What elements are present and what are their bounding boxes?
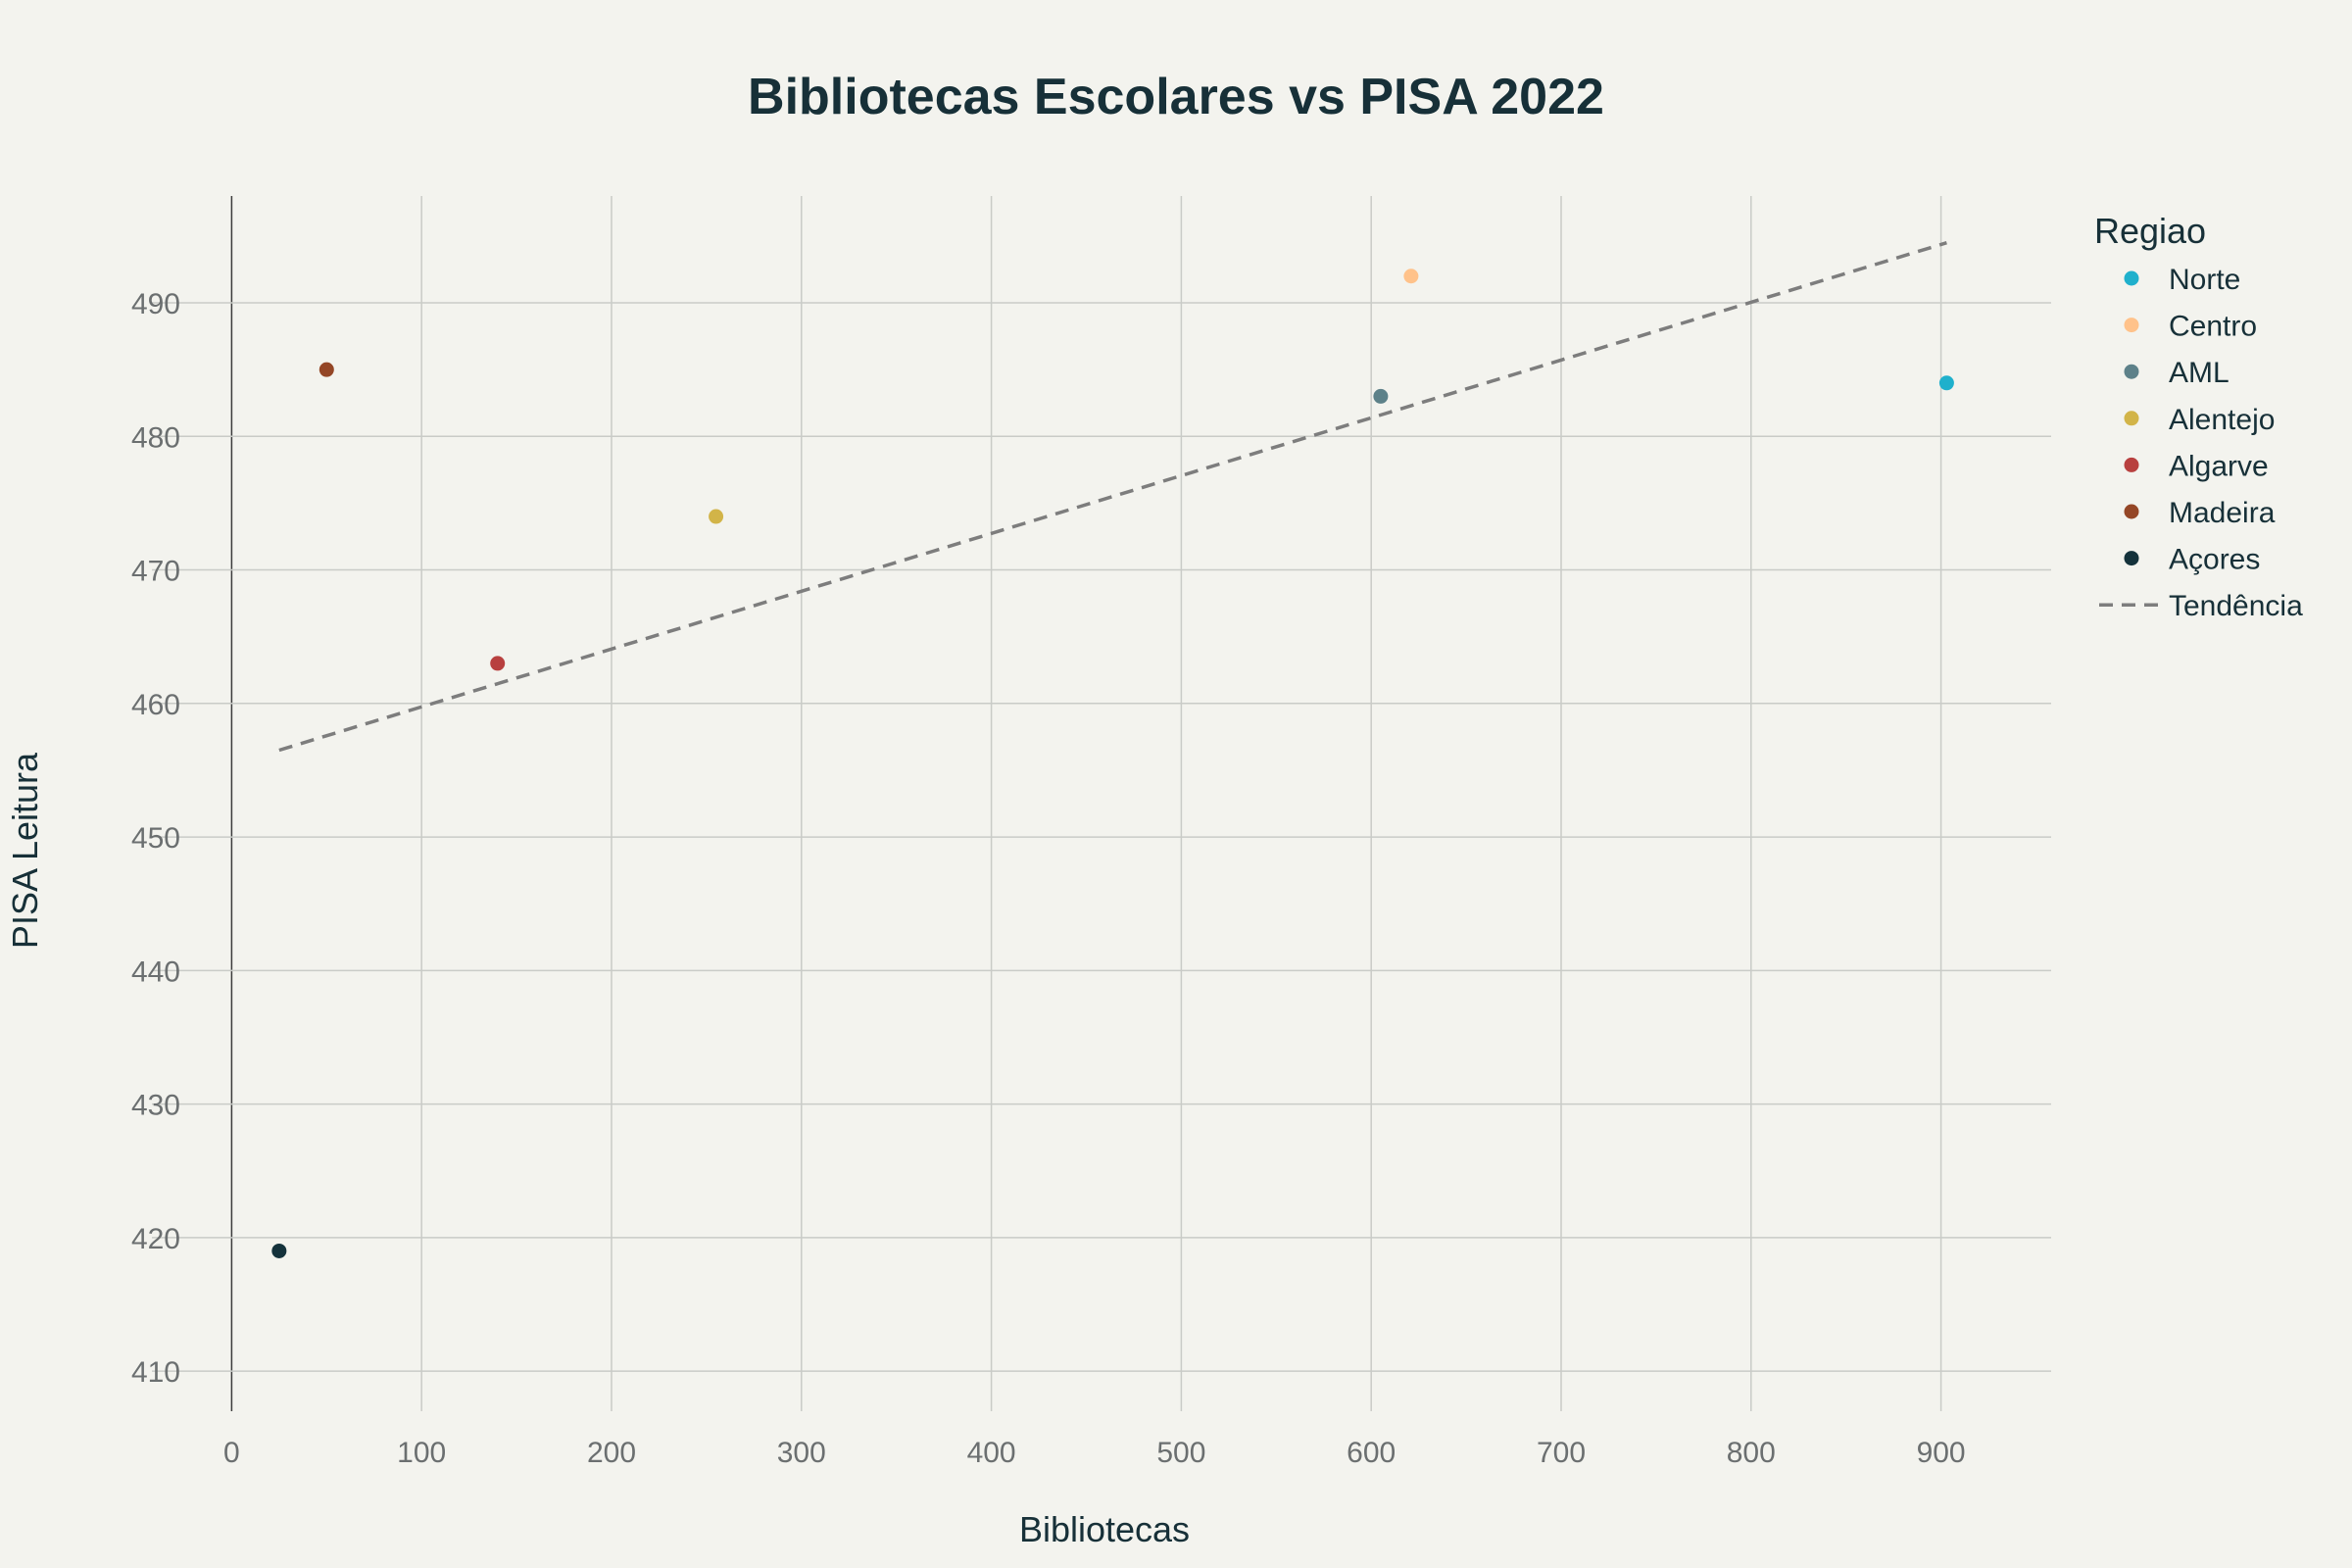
legend-item-centro[interactable]: Centro — [2124, 311, 2258, 343]
legend-marker — [2124, 504, 2139, 519]
data-point-madeira[interactable] — [318, 362, 334, 377]
y-tick-label: 480 — [131, 421, 180, 454]
legend-label: AML — [2169, 357, 2230, 389]
data-point-alentejo[interactable] — [709, 509, 724, 524]
data-point-algarve[interactable] — [490, 656, 506, 671]
x-tick-label: 400 — [967, 1437, 1016, 1469]
legend-marker — [2124, 457, 2139, 472]
legend-label: Tendência — [2169, 590, 2303, 622]
data-points — [271, 269, 1954, 1258]
legend-marker — [2124, 318, 2139, 333]
y-tick-label: 420 — [131, 1223, 180, 1255]
legend-title: Regiao — [2094, 211, 2206, 251]
x-tick-label: 100 — [397, 1437, 446, 1469]
trend-line — [278, 241, 1947, 753]
legend-item-tendencia[interactable]: Tendência — [2099, 590, 2303, 622]
legend-item-algarve[interactable]: Algarve — [2124, 450, 2269, 482]
legend-item-madeira[interactable]: Madeira — [2124, 497, 2276, 529]
legend-marker — [2124, 270, 2139, 286]
x-tick-label: 900 — [1917, 1437, 1966, 1469]
legend-item-aml[interactable]: AML — [2124, 357, 2230, 389]
y-tick-label: 410 — [131, 1356, 180, 1389]
legend-marker — [2124, 551, 2139, 566]
legend-label: Norte — [2169, 264, 2240, 296]
x-tick-label: 600 — [1347, 1437, 1396, 1469]
y-tick-label: 450 — [131, 822, 180, 855]
data-point-acores[interactable] — [271, 1243, 287, 1258]
x-tick-label: 300 — [777, 1437, 826, 1469]
grid — [152, 196, 2051, 1411]
legend-items: Norte Centro AML Alentejo Algarve Madeira Açor… — [2099, 264, 2303, 622]
legend-label: Alentejo — [2169, 404, 2275, 436]
legend-label: Centro — [2169, 311, 2257, 343]
x-tick-label: 0 — [223, 1437, 240, 1469]
legend-label: Açores — [2169, 544, 2260, 576]
y-tick-label: 460 — [131, 689, 180, 721]
data-point-norte[interactable] — [1938, 375, 1954, 391]
y-axis-label: PISA Leitura — [5, 752, 45, 949]
y-tick-label: 470 — [131, 556, 180, 588]
y-tick-label: 430 — [131, 1090, 180, 1122]
trend-layer — [278, 241, 1947, 753]
chart-title: Bibliotecas Escolares vs PISA 2022 — [748, 69, 1604, 125]
legend-item-norte[interactable]: Norte — [2124, 264, 2241, 296]
data-point-aml[interactable] — [1373, 388, 1389, 404]
legend-label: Algarve — [2169, 450, 2269, 482]
legend-label: Madeira — [2169, 497, 2276, 529]
x-axis-label: Bibliotecas — [1019, 1509, 1190, 1549]
x-tick-label: 200 — [587, 1437, 636, 1469]
legend-marker — [2124, 364, 2139, 379]
x-tick-label: 500 — [1156, 1437, 1205, 1469]
x-tick-label: 700 — [1537, 1437, 1586, 1469]
legend-marker — [2124, 411, 2139, 426]
data-point-centro[interactable] — [1403, 269, 1419, 284]
y-tick-label: 440 — [131, 956, 180, 988]
x-tick-label: 800 — [1727, 1437, 1776, 1469]
axis-ticks: 0 100 200 300 400 500 600 700 800 900 410 420 430 440… — [131, 288, 1966, 1469]
legend-item-acores[interactable]: Açores — [2124, 544, 2261, 576]
y-tick-label: 490 — [131, 288, 180, 320]
legend-item-alentejo[interactable]: Alentejo — [2124, 404, 2276, 436]
legend: Regiao Norte Centro AML Alentejo Algarve Made… — [2094, 211, 2303, 622]
